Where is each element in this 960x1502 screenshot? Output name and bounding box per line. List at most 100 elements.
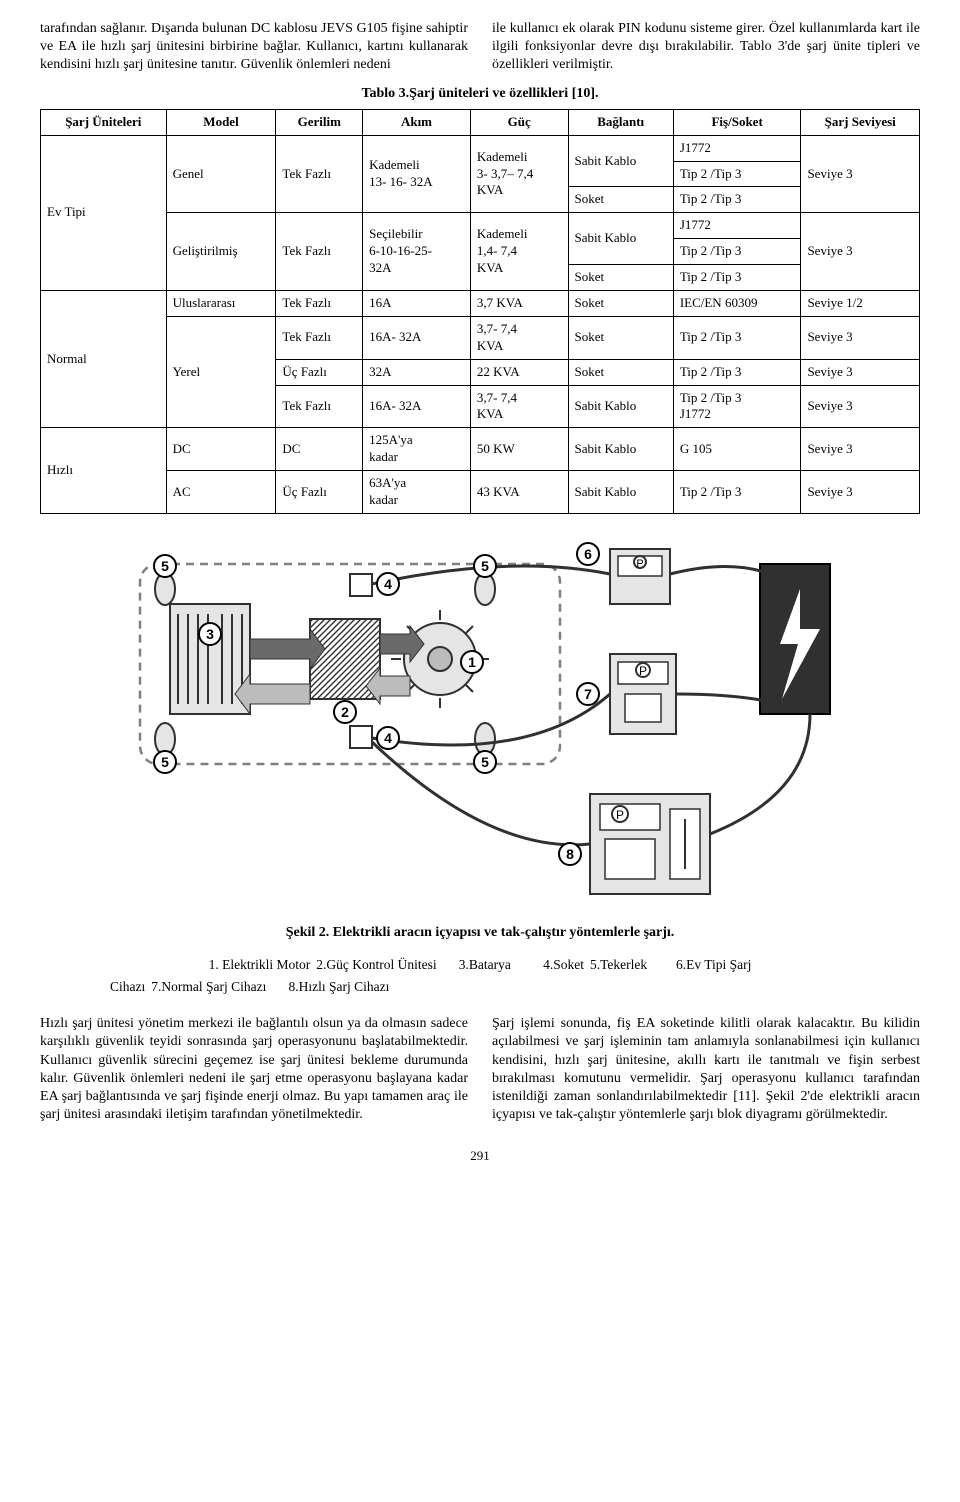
cell-fis: Tip 2 /Tip 3 [673, 239, 801, 265]
cell-sev: Seviye 3 [801, 213, 920, 291]
svg-text:6: 6 [584, 546, 592, 562]
cell-fis: G 105 [673, 428, 801, 471]
cell-bag: Sabit Kablo [568, 213, 673, 265]
cell-fis: Tip 2 /Tip 3 [673, 265, 801, 291]
cell-bag: Soket [568, 265, 673, 291]
cell-guc: 3,7- 7,4 KVA [470, 316, 568, 359]
svg-text:5: 5 [481, 754, 489, 770]
cell-akim: 16A- 32A [363, 385, 471, 428]
th-connection: Bağlantı [568, 109, 673, 135]
cell-model: Yerel [166, 316, 276, 427]
cell-sev: Seviye 3 [801, 316, 920, 359]
cell-unit: Hızlı [41, 428, 167, 514]
cell-model: DC [166, 428, 276, 471]
cell-gerilim: Tek Fazlı [276, 213, 363, 291]
legend-6: 6.Ev Tipi Şarj [676, 956, 751, 974]
svg-text:1: 1 [468, 654, 476, 670]
cell-guc: 3,7 KVA [470, 290, 568, 316]
cell-fis: Tip 2 /Tip 3 J1772 [673, 385, 801, 428]
cell-akim: 16A [363, 290, 471, 316]
cell-fis: J1772 [673, 213, 801, 239]
cell-fis: J1772 [673, 135, 801, 161]
th-power: Güç [470, 109, 568, 135]
cell-guc: Kademeli 1,4- 7,4 KVA [470, 213, 568, 291]
legend-8: 8.Hızlı Şarj Cihazı [288, 978, 389, 996]
cell-akim: Seçilebilir 6-10-16-25- 32A [363, 213, 471, 291]
legend-7l: Cihazı [110, 978, 145, 996]
cell-model: Geliştirilmiş [166, 213, 276, 291]
cell-akim: Kademeli 13- 16- 32A [363, 135, 471, 213]
cell-guc: 3,7- 7,4 KVA [470, 385, 568, 428]
cell-bag: Soket [568, 359, 673, 385]
cell-bag: Sabit Kablo [568, 471, 673, 514]
cell-guc: 43 KVA [470, 471, 568, 514]
cell-akim: 125A'ya kadar [363, 428, 471, 471]
svg-text:5: 5 [161, 558, 169, 574]
intro-right: ile kullanıcı ek olarak PIN kodunu siste… [492, 20, 920, 75]
bottom-right: Şarj işlemi sonunda, fiş EA soketinde ki… [492, 1015, 920, 1124]
legend-4: 4.Soket [543, 956, 584, 974]
svg-text:5: 5 [481, 558, 489, 574]
cell-gerilim: Tek Fazlı [276, 316, 363, 359]
th-model: Model [166, 109, 276, 135]
table-caption: Tablo 3.Şarj üniteleri ve özellikleri [1… [40, 85, 920, 103]
th-current: Akım [363, 109, 471, 135]
svg-text:P: P [636, 558, 643, 570]
cell-bag: Soket [568, 290, 673, 316]
cell-fis: Tip 2 /Tip 3 [673, 471, 801, 514]
legend-2: 2.Güç Kontrol Ünitesi [316, 956, 436, 974]
cell-sev: Seviye 3 [801, 428, 920, 471]
svg-text:7: 7 [584, 686, 592, 702]
cell-guc: 50 KW [470, 428, 568, 471]
cell-gerilim: DC [276, 428, 363, 471]
cell-unit: Normal [41, 290, 167, 427]
cell-unit: Ev Tipi [41, 135, 167, 290]
cell-guc: Kademeli 3- 3,7– 7,4 KVA [470, 135, 568, 213]
cell-sev: Seviye 3 [801, 385, 920, 428]
cell-akim: 63A'ya kadar [363, 471, 471, 514]
cell-model: AC [166, 471, 276, 514]
cell-sev: Seviye 3 [801, 471, 920, 514]
legend-7: 7.Normal Şarj Cihazı [151, 978, 266, 996]
svg-text:3: 3 [206, 626, 214, 642]
legend-3: 3.Batarya [459, 956, 511, 974]
svg-text:5: 5 [161, 754, 169, 770]
cell-sev: Seviye 3 [801, 135, 920, 213]
th-plug: Fiş/Soket [673, 109, 801, 135]
svg-text:8: 8 [566, 846, 574, 862]
svg-text:P: P [639, 664, 647, 678]
cell-model: Uluslararası [166, 290, 276, 316]
figure-2: P P P [40, 534, 920, 914]
cell-bag: Soket [568, 187, 673, 213]
cell-fis: Tip 2 /Tip 3 [673, 316, 801, 359]
cell-model: Genel [166, 135, 276, 213]
cell-bag: Sabit Kablo [568, 135, 673, 187]
legend-5: 5.Tekerlek [590, 956, 647, 974]
cell-akim: 16A- 32A [363, 316, 471, 359]
th-unit: Şarj Üniteleri [41, 109, 167, 135]
figure-caption-text: Şekil 2. Elektrikli aracın içyapısı ve t… [286, 925, 675, 940]
cell-sev: Seviye 3 [801, 359, 920, 385]
bottom-columns: Hızlı şarj ünitesi yönetim merkezi ile b… [40, 1015, 920, 1124]
cell-gerilim: Tek Fazlı [276, 385, 363, 428]
cell-sev: Seviye 1/2 [801, 290, 920, 316]
legend-1: 1. Elektrikli Motor [209, 956, 311, 974]
figure-legend-2: Cihazı 7.Normal Şarj Cihazı 8.Hızlı Şarj… [40, 978, 920, 996]
intro-columns: tarafından sağlanır. Dışarıda bulunan DC… [40, 20, 920, 75]
svg-text:P: P [616, 808, 624, 822]
charging-units-table: Şarj Üniteleri Model Gerilim Akım Güç Ba… [40, 109, 920, 514]
cell-gerilim: Üç Fazlı [276, 359, 363, 385]
cell-fis: Tip 2 /Tip 3 [673, 359, 801, 385]
cell-gerilim: Üç Fazlı [276, 471, 363, 514]
th-voltage: Gerilim [276, 109, 363, 135]
figure-caption: Şekil 2. Elektrikli aracın içyapısı ve t… [40, 924, 920, 942]
cell-akim: 32A [363, 359, 471, 385]
bottom-left: Hızlı şarj ünitesi yönetim merkezi ile b… [40, 1015, 468, 1124]
cell-bag: Sabit Kablo [568, 385, 673, 428]
ev-diagram-icon: P P P [110, 534, 850, 914]
svg-text:4: 4 [384, 730, 392, 746]
cell-fis: IEC/EN 60309 [673, 290, 801, 316]
cell-bag: Sabit Kablo [568, 428, 673, 471]
figure-legend: 1. Elektrikli Motor 2.Güç Kontrol Ünites… [40, 956, 920, 974]
svg-text:4: 4 [384, 576, 392, 592]
